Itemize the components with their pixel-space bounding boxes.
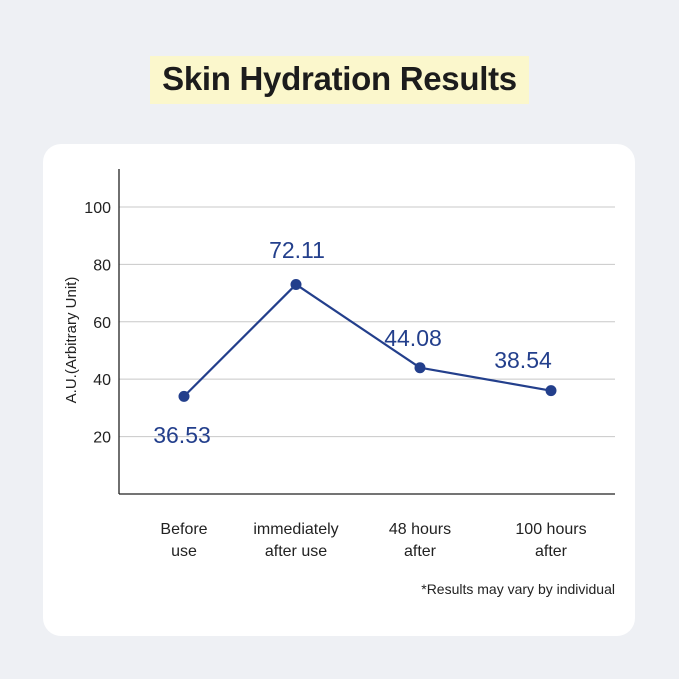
data-label: 44.08 bbox=[384, 325, 442, 351]
x-tick-label: immediately bbox=[253, 521, 338, 538]
data-point bbox=[414, 362, 426, 374]
data-point bbox=[290, 278, 302, 290]
x-tick-label: use bbox=[171, 543, 197, 560]
y-tick-label: 60 bbox=[93, 315, 111, 332]
x-tick-label: after bbox=[535, 543, 568, 560]
y-tick-label: 40 bbox=[93, 372, 111, 389]
x-tick-label: 100 hours bbox=[515, 521, 586, 538]
series-line bbox=[183, 283, 552, 398]
disclaimer-note: *Results may vary by individual bbox=[421, 581, 615, 597]
title-container: Skin Hydration Results bbox=[0, 56, 679, 104]
y-tick-label: 100 bbox=[84, 200, 111, 217]
chart-card: 20 40 60 80 100 A.U.(Arbitrary Unit) 36.53 72.1… bbox=[43, 144, 635, 636]
data-point bbox=[178, 390, 190, 402]
data-label: 72.11 bbox=[269, 237, 325, 263]
data-label: 38.54 bbox=[494, 347, 552, 373]
x-tick-label: Before bbox=[160, 521, 207, 538]
y-tick-label: 80 bbox=[93, 257, 111, 274]
x-tick-label: after use bbox=[265, 543, 327, 560]
hydration-chart: 20 40 60 80 100 A.U.(Arbitrary Unit) 36.53 72.1… bbox=[63, 169, 615, 560]
page-title: Skin Hydration Results bbox=[150, 56, 529, 104]
data-label: 36.53 bbox=[153, 422, 211, 448]
y-axis-label: A.U.(Arbitrary Unit) bbox=[63, 277, 80, 404]
data-point bbox=[545, 385, 557, 397]
x-tick-label: after bbox=[404, 543, 437, 560]
x-tick-label: 48 hours bbox=[389, 521, 451, 538]
y-tick-label: 20 bbox=[93, 430, 111, 447]
